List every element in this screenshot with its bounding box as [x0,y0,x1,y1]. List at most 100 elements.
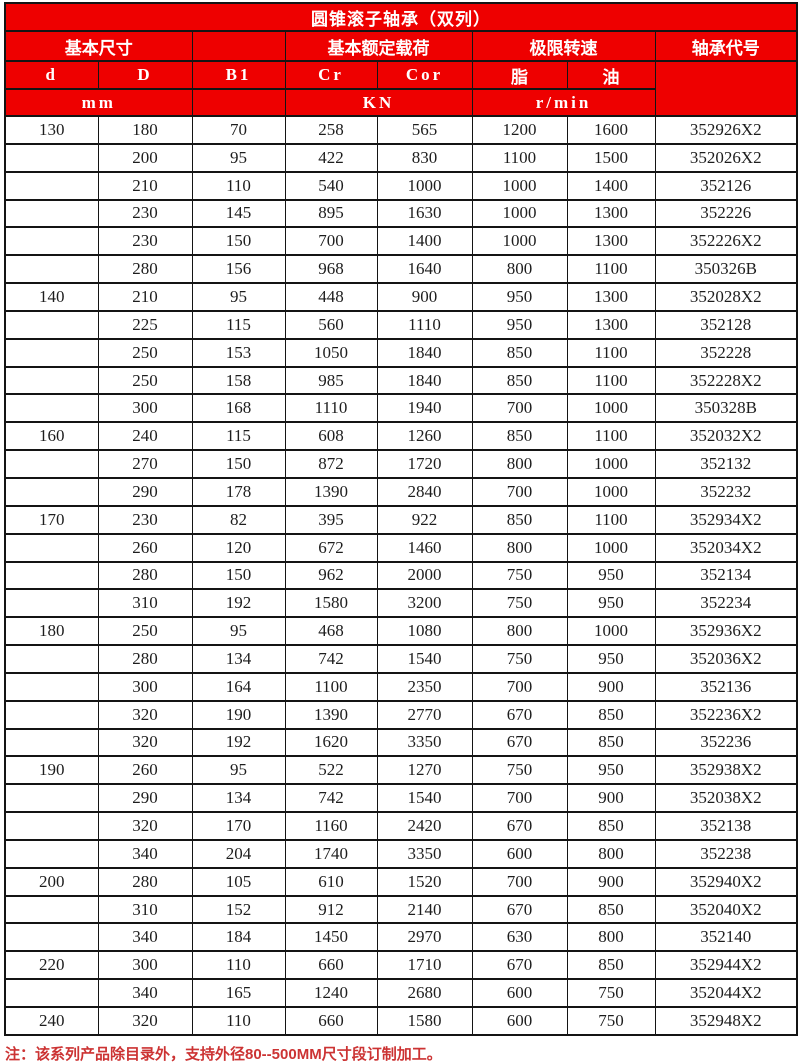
table-cell: 352138 [654,811,798,841]
table-cell: 156 [191,254,286,285]
table-cell: 352934X2 [654,504,798,535]
table-cell: 900 [566,671,656,702]
table-cell: 3200 [376,588,473,619]
table-cell [4,337,99,368]
table-cell: 300 [97,950,193,981]
table-cell: 352948X2 [654,1006,798,1036]
table-cell: 3350 [376,838,473,869]
table-row: 320 190 1390 2770 670 850 352236X2 [4,699,798,730]
header-limit-speed: 极限转速 [471,30,656,62]
table-cell: 153 [191,337,286,368]
table-cell: 1270 [376,755,473,786]
table-cell: 352040X2 [654,894,798,925]
table-cell: 250 [97,337,193,368]
header-col-d: d [4,60,99,90]
table-cell: 352026X2 [654,142,798,173]
title-row: 圆锥滚子轴承（双列） [4,2,798,32]
table-cell: 800 [471,254,568,285]
table-cell: 800 [471,532,568,563]
table-cell: 250 [97,365,193,396]
table-cell: 105 [191,866,286,897]
table-cell: 700 [471,671,568,702]
table-cell: 352126 [654,170,798,201]
table-cell: 280 [97,644,193,674]
table-cell: 240 [97,421,193,452]
table-cell: 1520 [376,866,473,897]
table-cell: 800 [471,449,568,479]
table-cell: 120 [191,532,286,563]
table-cell: 192 [191,588,286,619]
header-basic-dimensions: 基本尺寸 [4,30,193,62]
table-cell: 200 [4,866,99,897]
table-cell: 872 [284,449,378,479]
table-cell: 150 [191,226,286,257]
table-cell: 1720 [376,449,473,479]
table-cell: 110 [191,1006,286,1036]
table-row: 220 300 110 660 1710 670 850 352944X2 [4,950,798,981]
table-cell: 352228X2 [654,365,798,396]
table-cell: 352028X2 [654,282,798,312]
table-cell: 352226 [654,198,798,229]
table-cell: 1400 [566,170,656,201]
table-cell: 1100 [566,365,656,396]
table-cell [4,449,99,479]
table-row: 200 280 105 610 1520 700 900 352940X2 [4,866,798,897]
table-row: 250 153 1050 1840 850 1100 352228 [4,337,798,368]
table-cell [4,671,99,702]
table-cell [4,170,99,201]
table-cell: 1580 [284,588,378,619]
table-cell: 850 [566,950,656,981]
table-cell: 1300 [566,309,656,340]
table-cell: 220 [4,950,99,981]
header-col-Cor: Cor [376,60,473,90]
table-cell: 850 [471,421,568,452]
table-cell: 230 [97,198,193,229]
table-cell: 1000 [471,170,568,201]
table-cell: 670 [471,699,568,730]
table-cell: 300 [97,393,193,424]
table-cell: 1300 [566,198,656,229]
table-cell [4,476,99,507]
table-cell: 352134 [654,560,798,591]
table-cell: 352236X2 [654,699,798,730]
table-cell: 352944X2 [654,950,798,981]
table-row: 320 170 1160 2420 670 850 352138 [4,811,798,841]
table-cell: 115 [191,309,286,340]
table-cell: 700 [471,866,568,897]
table-cell: 210 [97,170,193,201]
table-cell: 352926X2 [654,115,798,145]
table-cell: 850 [471,365,568,396]
table-cell: 352936X2 [654,616,798,647]
table-cell: 210 [97,282,193,312]
table-cell: 900 [566,866,656,897]
table-cell: 352036X2 [654,644,798,674]
table-cell: 1500 [566,142,656,173]
table-cell [4,894,99,925]
table-cell: 1100 [566,421,656,452]
table-cell: 1110 [376,309,473,340]
table-cell: 352940X2 [654,866,798,897]
table-cell: 1000 [566,449,656,479]
table-cell: 2000 [376,560,473,591]
table-cell [4,254,99,285]
header-unit-rmin: r/min [471,88,656,117]
table-cell: 352044X2 [654,978,798,1008]
table-cell: 950 [566,560,656,591]
table-row: 290 134 742 1540 700 900 352038X2 [4,783,798,814]
table-cell: 70 [191,115,286,145]
table-cell: 190 [191,699,286,730]
table-cell: 1580 [376,1006,473,1036]
table-cell: 950 [566,644,656,674]
table-cell: 700 [471,393,568,424]
table-cell: 280 [97,254,193,285]
table-cell: 800 [471,616,568,647]
table-cell: 352136 [654,671,798,702]
table-cell: 2140 [376,894,473,925]
table-cell: 158 [191,365,286,396]
table-cell: 750 [471,560,568,591]
table-cell: 1400 [376,226,473,257]
table-cell: 1000 [471,226,568,257]
table-cell: 750 [566,978,656,1008]
table-cell: 422 [284,142,378,173]
